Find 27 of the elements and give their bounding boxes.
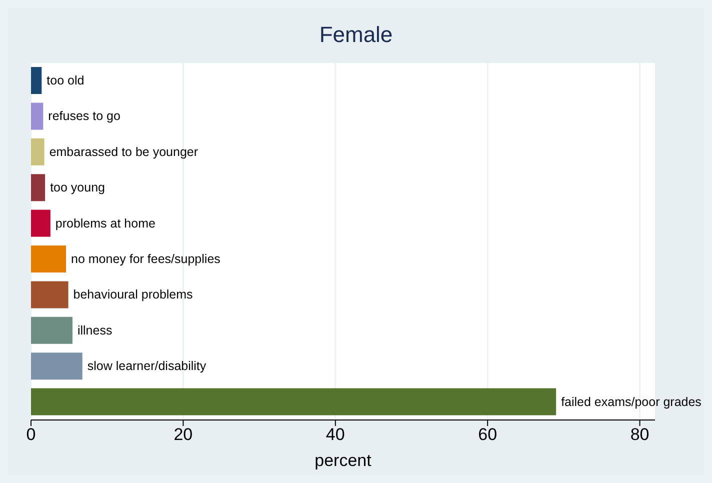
bar <box>31 388 556 416</box>
y-tick-label: too young <box>50 180 106 195</box>
bar <box>31 246 66 272</box>
bar <box>31 281 68 308</box>
bar <box>31 174 46 202</box>
x-axis-title: percent <box>314 451 372 470</box>
bar <box>31 138 44 166</box>
y-tick-label: behavioural problems <box>73 288 193 302</box>
y-tick-label: too old <box>46 74 84 88</box>
y-tick-label: refuses to go <box>48 109 120 124</box>
y-tick-label: embarassed to be younger <box>49 144 198 159</box>
y-tick-label: problems at home <box>55 216 156 230</box>
y-tick-label: illness <box>77 323 112 338</box>
x-tick-label: 0 <box>26 425 36 444</box>
x-tick-label: 20 <box>174 425 193 444</box>
bar <box>31 316 72 344</box>
bar <box>31 67 42 94</box>
y-tick-label: no money for fees/supplies <box>71 252 220 266</box>
bar <box>31 102 44 130</box>
bar <box>31 352 82 380</box>
y-tick-label: failed exams/poor grades <box>561 394 702 409</box>
x-tick-label: 80 <box>630 425 650 444</box>
chart-title: Female <box>318 22 394 48</box>
y-tick-label: slow learner/disability <box>87 359 207 374</box>
bar <box>31 210 50 237</box>
x-tick-label: 60 <box>478 425 498 444</box>
x-tick-label: 40 <box>326 425 345 444</box>
